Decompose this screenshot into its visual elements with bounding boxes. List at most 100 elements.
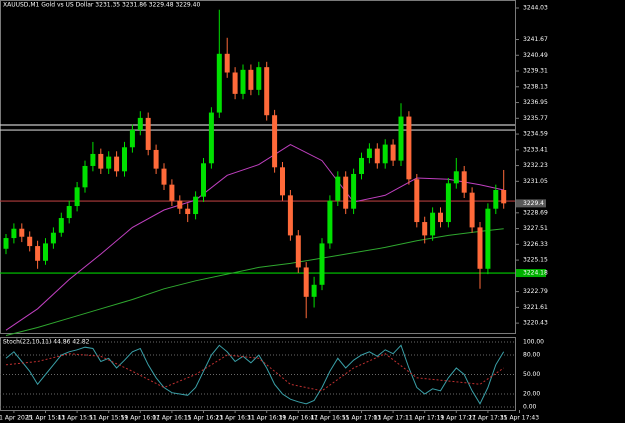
y-tick-label: 3221.61 <box>523 304 548 311</box>
candle-body <box>193 196 199 215</box>
candle-body <box>343 176 349 209</box>
stoch-tick-label: 50.00 <box>523 371 540 378</box>
x-tick-label: 11 Apr 15:43 <box>26 415 65 422</box>
candle-body <box>201 163 206 197</box>
candle-body <box>43 243 48 261</box>
moving-average <box>5 228 504 336</box>
candle-body <box>485 208 491 269</box>
candle-body <box>50 232 56 244</box>
y-tick-label: 3244.03 <box>523 5 548 12</box>
x-tick-label: 11 Apr 16:07 <box>121 415 160 422</box>
y-tick-label: 3226.33 <box>523 241 548 248</box>
x-tick-label: 11 Apr 17:43 <box>500 415 539 422</box>
stoch-tick-label: 20.00 <box>523 391 540 398</box>
y-tick-label: 3220.43 <box>523 320 548 327</box>
candle-body <box>430 212 436 236</box>
candle-body <box>295 235 301 268</box>
main-frame <box>0 0 516 334</box>
candle-body <box>453 171 459 184</box>
candle-body <box>280 167 285 196</box>
candle-body <box>161 168 167 185</box>
chart-title: XAUUSD,M1 Gold vs US Dollar 3231.35 3231… <box>3 2 200 9</box>
x-tick-label: 11 Apr 17:19 <box>405 415 444 422</box>
y-tick-label: 3238.13 <box>523 83 548 90</box>
y-tick-label: 3239.31 <box>523 68 548 75</box>
x-tick-label: 11 Apr 17:03 <box>342 415 381 422</box>
price-tag <box>516 199 546 208</box>
y-tick-label: 3227.51 <box>523 225 548 232</box>
candle-body <box>114 156 120 172</box>
candle-body <box>477 227 483 269</box>
x-tick-label: 11 Apr 16:55 <box>310 415 349 422</box>
y-tick-label: 3234.59 <box>523 131 548 138</box>
candle-body <box>303 267 309 297</box>
stoch-title: Stoch(22,10,11) 44.86 42.82 <box>3 339 90 346</box>
candle-body <box>3 238 9 249</box>
candle-body <box>208 112 214 164</box>
y-tick-label: 3240.49 <box>523 52 548 59</box>
y-tick-label: 3241.67 <box>523 36 548 43</box>
candle-body <box>327 200 333 244</box>
candle-body <box>74 187 80 207</box>
candle-body <box>461 171 467 193</box>
candle-body <box>335 176 341 201</box>
candle-body <box>153 149 159 169</box>
x-tick-label: 11 Apr 17:27 <box>437 415 476 422</box>
candle-body <box>374 148 380 164</box>
candle-body <box>501 189 507 204</box>
x-tick-label: 11 Apr 16:23 <box>184 415 223 422</box>
candle-body <box>398 116 404 161</box>
x-tick-label: 11 Apr 16:47 <box>279 415 318 422</box>
candle-body <box>351 173 357 209</box>
y-tick-label: 3231.05 <box>523 178 548 185</box>
candle-body <box>35 246 41 261</box>
candle-body <box>445 183 451 223</box>
candle-body <box>98 153 104 169</box>
y-tick-label: 3225.15 <box>523 257 548 264</box>
y-tick-label: 3222.79 <box>523 288 548 295</box>
candle-body <box>256 67 262 90</box>
candle-body <box>122 147 127 172</box>
x-tick-label: 11 Apr 2025 <box>0 415 33 422</box>
x-tick-label: 11 Apr 16:39 <box>247 415 286 422</box>
stoch-signal <box>5 353 504 392</box>
candle-body <box>27 236 33 247</box>
candle-body <box>106 156 112 169</box>
y-tick-label: 3233.41 <box>523 146 548 153</box>
candle-body <box>469 192 475 228</box>
y-tick-label: 3228.69 <box>523 209 548 216</box>
stoch-tick-label: 80.00 <box>523 352 540 359</box>
candle-body <box>319 243 325 285</box>
candle-body <box>359 157 364 174</box>
x-tick-label: 11 Apr 17:35 <box>468 415 507 422</box>
candle-body <box>129 129 135 148</box>
candle-body <box>414 179 420 223</box>
candle-body <box>58 218 64 233</box>
candle-body <box>137 117 143 130</box>
candle-body <box>177 200 183 209</box>
candle-body <box>287 195 293 236</box>
candle-body <box>390 144 396 161</box>
candle-body <box>90 153 96 166</box>
stoch-frame <box>0 337 516 411</box>
candle-body <box>438 212 443 223</box>
candle-body <box>240 69 246 94</box>
candle-body <box>232 72 238 94</box>
x-tick-label: 11 Apr 17:11 <box>374 415 413 422</box>
stoch-tick-label: 100.00 <box>523 339 544 346</box>
candle-body <box>224 53 230 73</box>
y-tick-label: 3232.23 <box>523 162 548 169</box>
price-tag-label: 3224.18 <box>523 270 548 277</box>
x-tick-label: 11 Apr 16:31 <box>216 415 255 422</box>
candle-body <box>311 284 317 297</box>
candle-body <box>406 116 412 180</box>
candle-body <box>216 53 222 113</box>
y-tick-label: 3236.95 <box>523 99 548 106</box>
candle-body <box>366 148 372 158</box>
x-tick-label: 11 Apr 15:59 <box>89 415 128 422</box>
candle-body <box>145 117 151 150</box>
stoch-main <box>5 344 505 405</box>
candle-body <box>19 228 25 237</box>
candle-body <box>272 115 278 168</box>
x-tick-label: 11 Apr 15:51 <box>58 415 97 422</box>
